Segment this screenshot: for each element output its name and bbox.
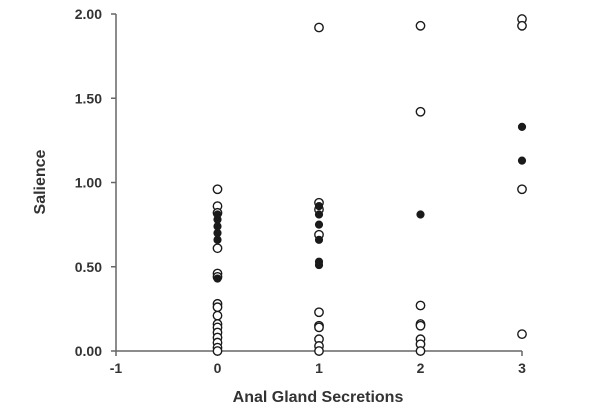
filled-data-point (517, 156, 527, 165)
x-tick-label: 2 (417, 360, 425, 376)
x-tick-label: 0 (214, 360, 222, 376)
open-data-point (212, 346, 223, 356)
open-data-point (212, 310, 223, 321)
filled-data-point (213, 215, 222, 224)
filled-data-point (314, 201, 324, 211)
x-axis-title: Anal Gland Secretions (233, 389, 404, 406)
y-tick-label: 1.00 (75, 175, 102, 191)
y-tick-label: 0.00 (75, 343, 102, 359)
open-data-point (415, 320, 426, 331)
open-data-point (517, 184, 527, 195)
open-data-point (517, 20, 527, 31)
filled-data-point (517, 122, 527, 131)
x-tick-label: 3 (518, 360, 526, 376)
open-data-point (314, 322, 324, 333)
open-data-point (314, 307, 324, 318)
open-data-point (314, 22, 324, 33)
filled-data-point (213, 274, 222, 283)
filled-data-point (416, 210, 425, 219)
y-tick-label: 0.50 (75, 259, 102, 275)
filled-data-point (314, 260, 324, 270)
y-tick-label: 2.00 (75, 6, 102, 22)
x-tick-label: -1 (110, 360, 123, 376)
open-data-point (415, 106, 426, 117)
open-data-point (212, 243, 223, 254)
open-data-point (415, 300, 426, 311)
filled-data-point (314, 220, 324, 229)
y-tick-label: 1.50 (75, 90, 102, 106)
open-data-point (517, 329, 527, 340)
y-axis-title: Salience (32, 149, 49, 214)
filled-data-point (314, 235, 324, 244)
open-data-point (415, 346, 426, 356)
filled-data-point (314, 210, 324, 219)
data-points (212, 14, 527, 356)
filled-data-point (213, 222, 222, 231)
open-data-point (212, 302, 223, 313)
filled-data-point (213, 235, 222, 244)
open-data-point (314, 346, 324, 356)
open-data-point (212, 184, 223, 195)
y-axis: 0.00 0.50 1.00 1.50 2.00 (75, 6, 117, 359)
x-tick-label: 1 (315, 360, 323, 376)
filled-data-point (213, 228, 222, 238)
open-data-point (415, 20, 426, 31)
